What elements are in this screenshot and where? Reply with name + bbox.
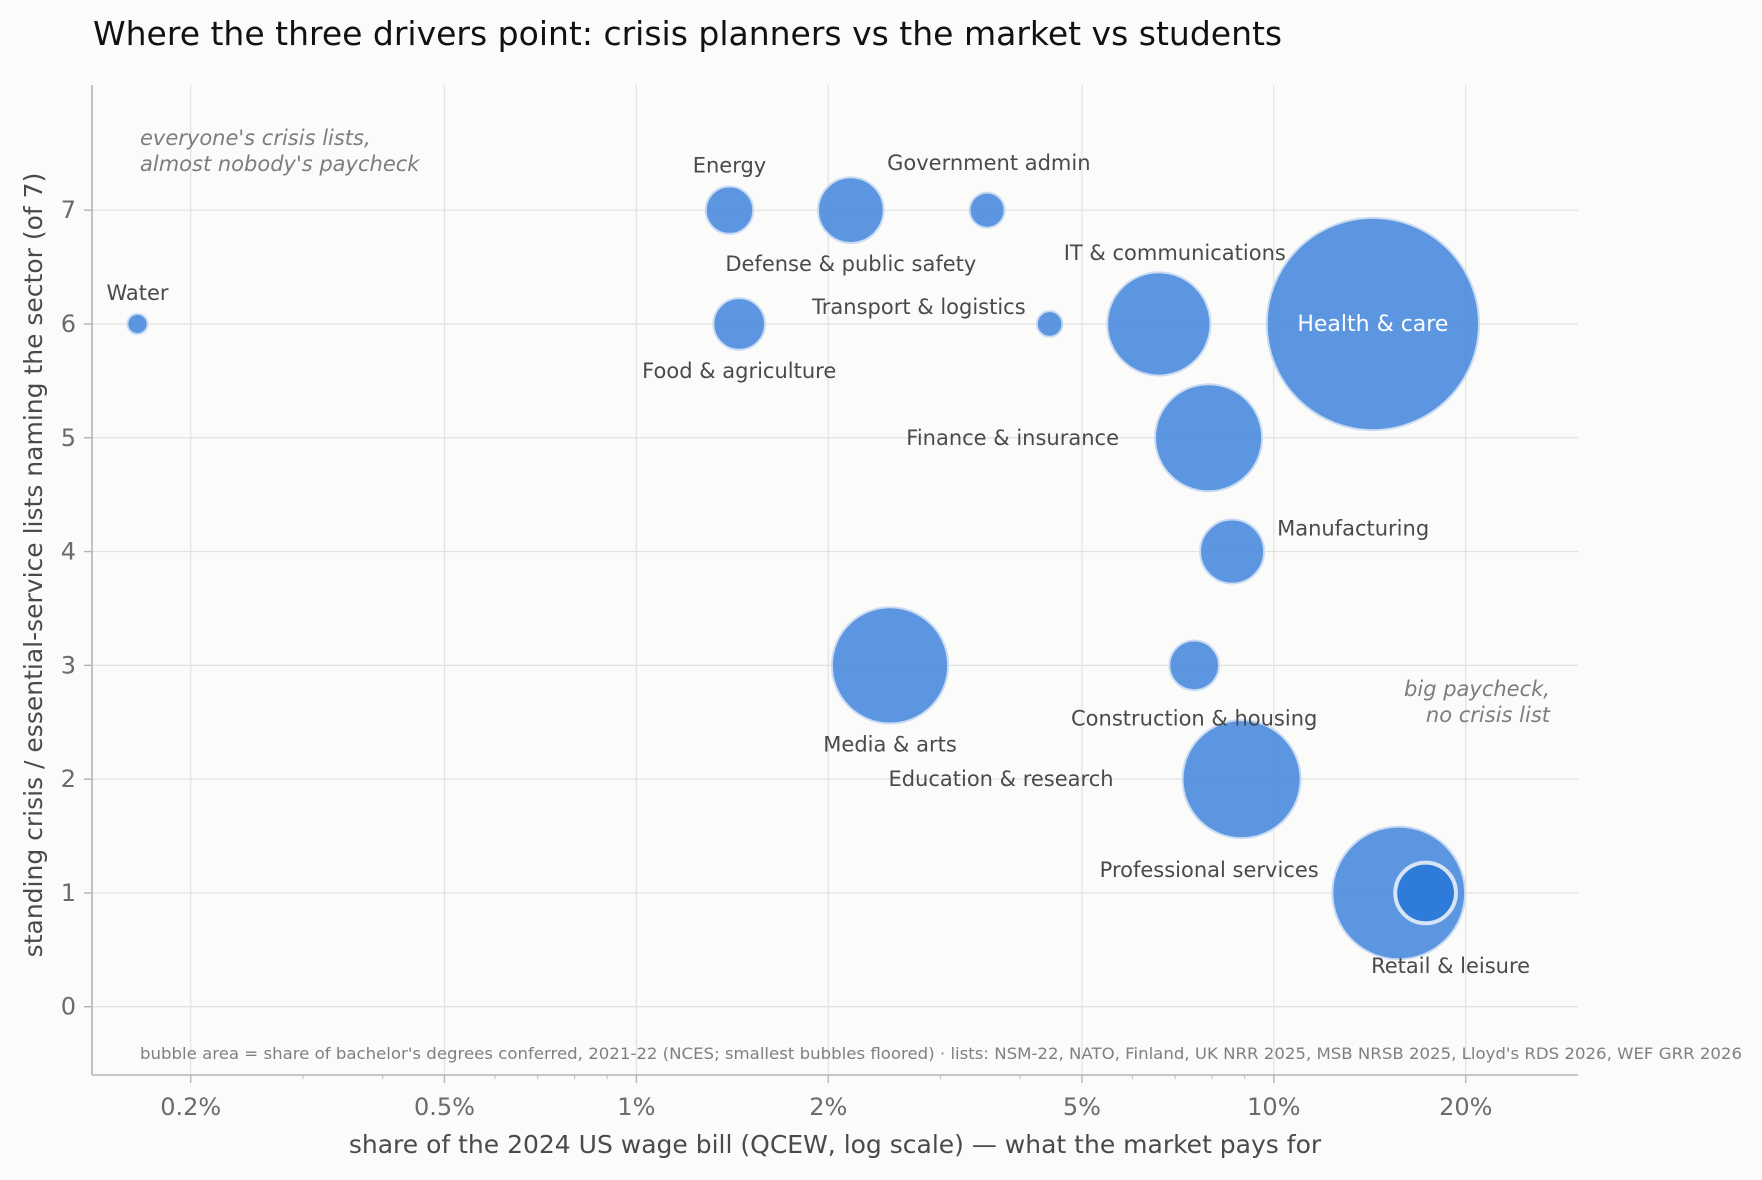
y-tick-label: 1 [61,879,76,907]
bubble-label: Food & agriculture [642,359,836,383]
bubble-defense-public-safety [817,176,885,244]
y-tick-label: 4 [61,538,76,566]
x-tick-label: 2% [809,1093,847,1121]
bubble-finance-insurance [1154,383,1264,493]
bubble-label: Water [106,281,168,305]
bubble-label: Retail & leisure [1371,954,1530,978]
bubble-label: Manufacturing [1277,517,1429,541]
bubble-label: Construction & housing [1071,706,1317,730]
x-tick-label: 20% [1439,1093,1492,1121]
y-tick-label: 7 [61,196,76,224]
bubble-label: Energy [693,153,767,177]
y-tick-label: 5 [61,424,76,452]
bubble-label: Finance & insurance [906,426,1119,450]
bubble-label: Government admin [887,151,1090,175]
bubbles [126,176,1480,961]
bubble-media-arts [830,606,950,725]
x-tick-label: 0.5% [414,1093,475,1121]
bubble-label: Transport & logistics [811,295,1026,319]
bubble-health-care [1265,216,1480,432]
bubble-transport-logistics [1035,310,1064,338]
bubble-construction-housing [1168,639,1220,692]
y-tick-label: 6 [61,310,76,338]
bubble-retail-leisure [1393,860,1458,926]
annotation-right-line1: big paycheck, [1404,677,1550,701]
x-axis-label: share of the 2024 US wage bill (QCEW, lo… [349,1130,1322,1159]
bubble-government-admin [968,191,1006,229]
bubble-label: Media & arts [823,732,956,756]
axes [91,85,1578,1076]
x-tick-label: 10% [1247,1093,1300,1121]
footnote: bubble area = share of bachelor's degree… [140,1044,1742,1063]
bubble-label: Defense & public safety [725,252,976,276]
bubble-manufacturing [1199,518,1266,585]
tick-labels: 0 1 2 3 4 5 6 7 0.2% 0.5% 1% 2% 5% 10% 20% [61,196,1493,1121]
x-tick-label: 0.2% [160,1093,221,1121]
chart-title: Where the three drivers point: crisis pl… [93,14,1282,53]
y-axis-label: standing crisis / essential-service list… [19,173,48,958]
bubble-water [126,312,149,336]
bubble-energy [704,185,755,235]
x-tick-label: 1% [617,1093,655,1121]
bubble-label: Professional services [1100,858,1319,882]
bubble-label: Health & care [1297,312,1448,337]
bubble-it-communications [1106,271,1212,377]
bubble-food-agriculture [712,297,767,351]
annotation-top-left-line2: almost nobody's paycheck [140,152,420,176]
y-tick-label: 0 [61,993,76,1021]
annotation-right-line2: no crisis list [1426,703,1551,727]
annotation-top-left-line1: everyone's crisis lists, [140,126,371,150]
bubble-education-research [1181,719,1302,840]
y-tick-label: 3 [61,651,76,679]
bubble-label: IT & communications [1064,241,1286,265]
bubble-label: Education & research [888,767,1113,791]
bubble-labels: Water Energy Defense & public safety Govern… [106,151,1530,978]
y-tick-label: 2 [61,765,76,793]
x-tick-label: 5% [1063,1093,1101,1121]
